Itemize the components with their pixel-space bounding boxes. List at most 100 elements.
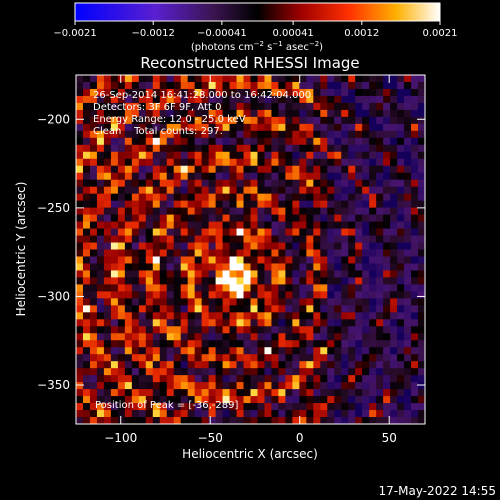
heatmap-cell — [271, 263, 279, 271]
heatmap-cell — [166, 347, 175, 355]
heatmap-cell — [390, 88, 398, 97]
heatmap-cell — [89, 417, 98, 425]
heatmap-cell — [285, 193, 293, 202]
heatmap-cell — [159, 305, 168, 313]
heatmap-cell — [194, 151, 203, 160]
heatmap-cell — [117, 326, 126, 334]
heatmap-cell — [82, 305, 91, 313]
heatmap-cell — [341, 263, 349, 271]
heatmap-cell — [138, 165, 147, 174]
heatmap-cell — [341, 340, 349, 348]
heatmap-cell — [404, 235, 412, 243]
heatmap-cell — [194, 130, 203, 139]
heatmap-cell — [334, 81, 342, 90]
heatmap-cell — [383, 200, 391, 209]
heatmap-cell — [152, 102, 161, 111]
heatmap-cell — [271, 214, 279, 222]
heatmap-cell — [355, 361, 363, 369]
heatmap-cell — [229, 326, 237, 334]
heatmap-cell — [264, 319, 272, 327]
heatmap-cell — [110, 291, 119, 299]
heatmap-cell — [257, 389, 265, 397]
heatmap-cell — [250, 193, 258, 202]
heatmap-cell — [411, 382, 419, 390]
heatmap-cell — [180, 319, 189, 327]
heatmap-cell — [110, 319, 119, 327]
heatmap-cell — [404, 270, 412, 278]
heatmap-cell — [76, 172, 84, 181]
heatmap-cell — [355, 88, 363, 97]
heatmap-cell — [236, 207, 244, 215]
heatmap-cell — [124, 298, 133, 306]
heatmap-cell — [215, 319, 223, 327]
heatmap-cell — [187, 75, 196, 83]
heatmap-cell — [110, 312, 119, 320]
heatmap-cell — [201, 235, 210, 243]
heatmap-cell — [131, 333, 140, 341]
heatmap-cell — [229, 396, 237, 404]
heatmap-cell — [278, 256, 286, 264]
heatmap-cell — [194, 235, 203, 243]
heatmap-cell — [131, 200, 140, 209]
heatmap-cell — [418, 410, 426, 418]
heatmap-cell — [320, 249, 328, 257]
heatmap-cell — [110, 382, 119, 390]
heatmap-cell — [138, 158, 147, 167]
heatmap-cell — [201, 88, 210, 97]
heatmap-cell — [76, 256, 84, 264]
heatmap-cell — [124, 333, 133, 341]
heatmap-cell — [96, 137, 105, 146]
heatmap-cell — [201, 144, 210, 153]
heatmap-cell — [376, 291, 384, 299]
heatmap-cell — [131, 305, 140, 313]
heatmap-cell — [89, 130, 98, 139]
heatmap-cell — [404, 361, 412, 369]
heatmap-cell — [411, 270, 419, 278]
heatmap-cell — [103, 263, 112, 271]
heatmap-cell — [229, 417, 237, 425]
heatmap-cell — [180, 235, 189, 243]
heatmap-cell — [292, 144, 300, 153]
heatmap-cell — [152, 312, 161, 320]
heatmap-cell — [306, 319, 314, 327]
heatmap-cell — [299, 123, 307, 132]
heatmap-cell — [236, 354, 244, 362]
heatmap-cell — [306, 165, 314, 174]
heatmap-cell — [397, 410, 405, 418]
heatmap-cell — [145, 263, 154, 271]
heatmap-cell — [229, 256, 237, 264]
heatmap-cell — [341, 396, 349, 404]
heatmap-cell — [404, 200, 412, 209]
heatmap-cell — [243, 417, 251, 425]
heatmap-cell — [89, 172, 98, 181]
heatmap-cell — [152, 186, 161, 195]
heatmap-cell — [376, 137, 384, 146]
heatmap-cell — [397, 403, 405, 411]
heatmap-cell — [313, 417, 321, 425]
heatmap-cell — [306, 123, 314, 132]
heatmap-cell — [236, 151, 244, 160]
heatmap-cell — [355, 151, 363, 160]
heatmap-cell — [334, 186, 342, 195]
heatmap-cell — [96, 116, 105, 125]
heatmap-cell — [173, 270, 182, 278]
heatmap-cell — [390, 235, 398, 243]
heatmap-cell — [180, 116, 189, 125]
heatmap-cell — [208, 186, 216, 195]
heatmap-cell — [229, 340, 237, 348]
heatmap-cell — [89, 200, 98, 209]
heatmap-cell — [222, 221, 230, 229]
heatmap-cell — [362, 207, 370, 215]
heatmap-cell — [348, 375, 356, 383]
heatmap-cell — [76, 284, 84, 292]
heatmap-cell — [117, 221, 126, 229]
heatmap-cell — [215, 186, 223, 195]
heatmap-cell — [257, 242, 265, 250]
heatmap-cell — [173, 179, 182, 188]
heatmap-cell — [411, 179, 419, 188]
heatmap-cell — [187, 333, 196, 341]
heatmap-cell — [103, 389, 112, 397]
heatmap-cell — [341, 193, 349, 202]
heatmap-cell — [411, 277, 419, 285]
heatmap-cell — [320, 109, 328, 118]
